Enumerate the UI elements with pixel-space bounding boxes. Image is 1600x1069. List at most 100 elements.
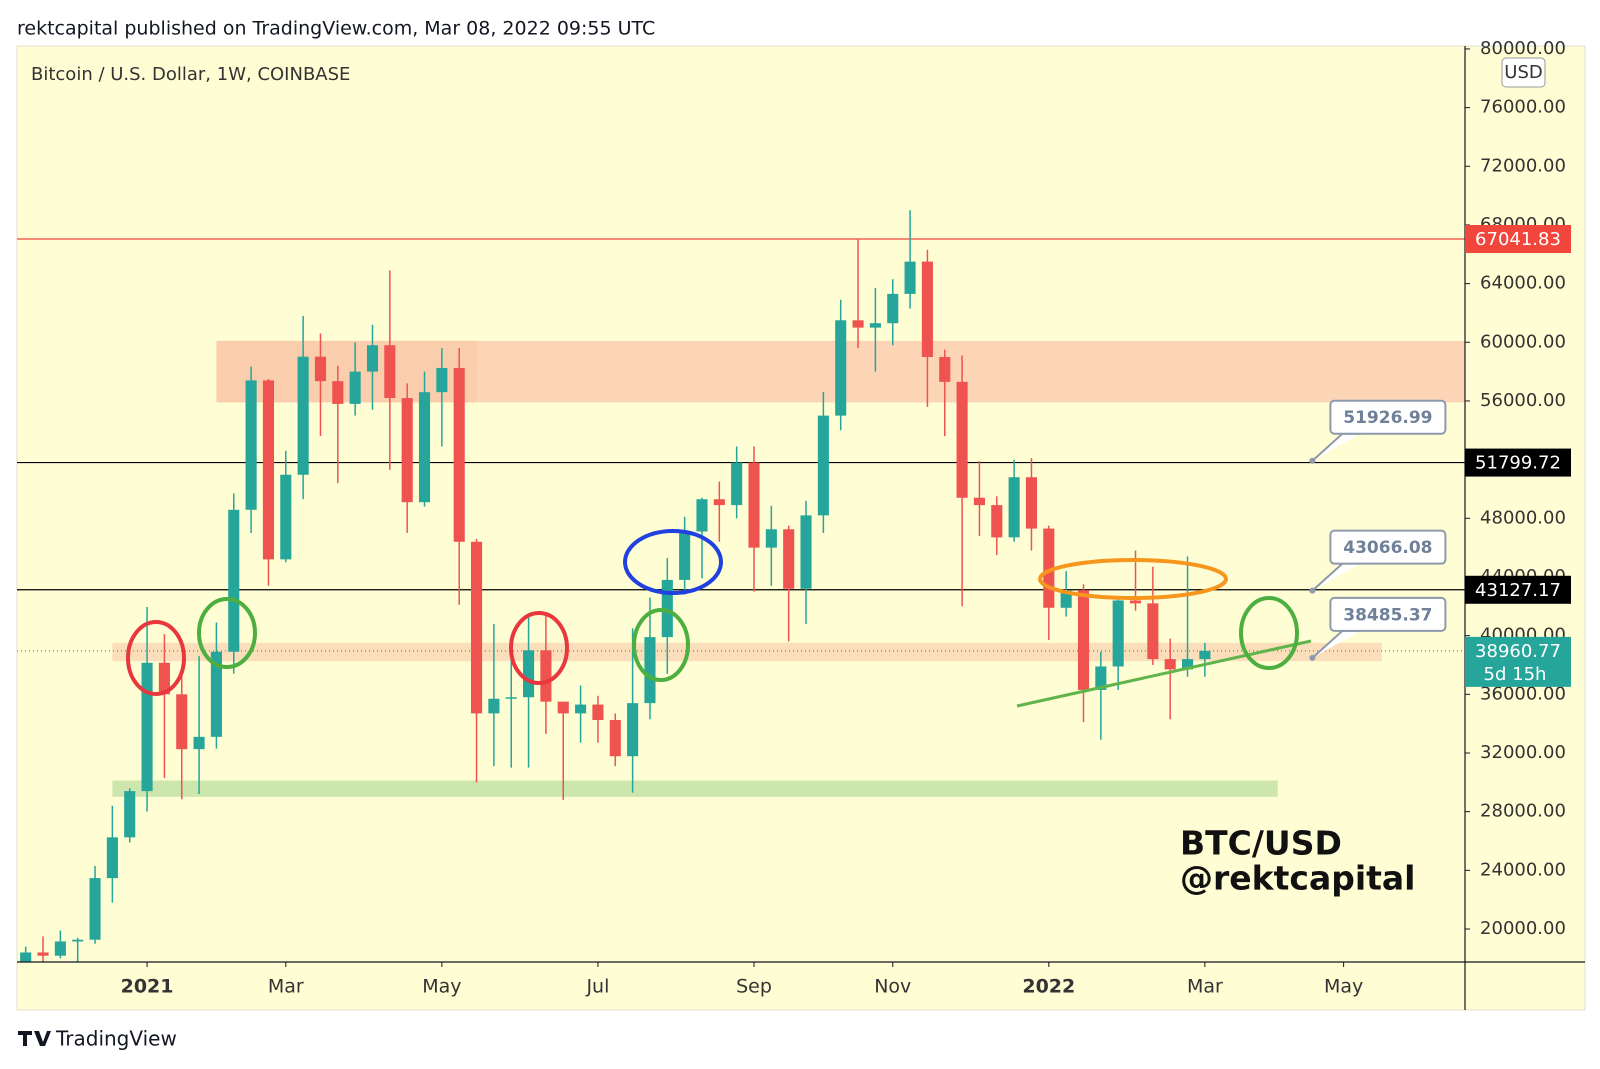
candle-body xyxy=(262,380,274,560)
x-tick-label: Mar xyxy=(1187,976,1223,998)
candle-body xyxy=(72,939,84,942)
callout-box xyxy=(1329,596,1447,632)
candle-body xyxy=(887,293,899,324)
candle-body xyxy=(1147,603,1159,660)
y-tick-label: 48000.00 xyxy=(1480,507,1566,528)
y-tick-label: 64000.00 xyxy=(1480,273,1566,294)
candle-body xyxy=(609,719,621,757)
current-price-label: 38960.77 xyxy=(1475,641,1561,662)
candle-body xyxy=(453,367,465,542)
candle-body xyxy=(696,499,708,532)
circle xyxy=(126,620,186,696)
circle xyxy=(623,529,723,595)
header: rektcapital published on TradingView.com… xyxy=(17,18,655,40)
candle-body xyxy=(314,356,327,382)
candle-body xyxy=(679,531,691,580)
y-tick-label: 36000.00 xyxy=(1480,683,1566,704)
candle-body xyxy=(627,703,639,757)
y-tick-label: 60000.00 xyxy=(1480,331,1566,352)
candle-body xyxy=(592,704,604,720)
zone xyxy=(476,340,1465,403)
y-tick-label: 72000.00 xyxy=(1480,155,1566,176)
circle xyxy=(1038,558,1228,600)
level-label-box xyxy=(1465,225,1571,254)
x-tick-label: 2021 xyxy=(121,976,174,998)
candle-body xyxy=(280,474,292,560)
zone xyxy=(216,340,477,403)
y-tick-label: 56000.00 xyxy=(1480,390,1566,411)
candle-body xyxy=(713,499,725,506)
level-label: 51799.72 xyxy=(1475,453,1561,474)
candle-body xyxy=(731,462,743,506)
currency-box xyxy=(1501,57,1546,88)
candle-body xyxy=(332,381,344,404)
candle-body xyxy=(1095,666,1107,690)
candle-body xyxy=(644,637,656,704)
y-tick-label: 32000.00 xyxy=(1480,742,1566,763)
candle-body xyxy=(991,505,1003,538)
candle-body xyxy=(835,320,847,416)
level-label-box xyxy=(1465,448,1571,477)
candle-body xyxy=(575,704,587,714)
x-tick-label: Mar xyxy=(268,976,304,998)
y-tick-label: 28000.00 xyxy=(1480,801,1566,822)
candle-body xyxy=(418,392,431,503)
candle-body xyxy=(176,694,188,750)
y-tick-label: 76000.00 xyxy=(1480,97,1566,118)
current-price-box xyxy=(1465,636,1571,687)
candle-body xyxy=(904,261,916,294)
x-tick-label: Nov xyxy=(874,976,911,998)
circle xyxy=(1239,596,1299,670)
chart-title: Bitcoin / U.S. Dollar, 1W, COINBASE xyxy=(31,64,350,85)
watermark: BTC/USD xyxy=(1180,824,1342,863)
logo: TradingView xyxy=(18,1027,177,1051)
zone xyxy=(112,780,1278,797)
candle-body xyxy=(1129,600,1142,604)
candle-body xyxy=(488,698,500,714)
candle-body xyxy=(470,541,483,714)
candle-body xyxy=(1008,477,1020,538)
candle-body xyxy=(540,650,552,702)
candle-body xyxy=(89,878,101,940)
candle-body xyxy=(1112,600,1124,667)
callout-box xyxy=(1329,529,1447,565)
level-label-box xyxy=(1465,575,1571,604)
circle xyxy=(197,597,257,669)
zone xyxy=(112,642,1382,662)
candle-body xyxy=(939,356,951,382)
candle-body xyxy=(436,367,448,393)
candle-body xyxy=(869,323,881,328)
callout-anchor xyxy=(1309,587,1316,594)
x-tick-label: Jul xyxy=(585,976,609,998)
candle-body xyxy=(661,579,673,638)
candle-body xyxy=(124,791,136,838)
annotations xyxy=(126,529,1312,708)
callout-label: 43066.08 xyxy=(1343,538,1432,558)
callout-anchor xyxy=(1309,457,1316,464)
candle-body xyxy=(1199,650,1211,660)
x-tick-label: May xyxy=(1324,976,1363,998)
candle-body xyxy=(297,356,309,475)
callout-anchor xyxy=(1309,654,1316,661)
countdown-label: 5d 15h xyxy=(1484,664,1547,685)
candle-body xyxy=(852,320,864,328)
trendline xyxy=(1016,639,1312,708)
footer: TradingView xyxy=(55,1027,177,1051)
x-tick-label: May xyxy=(422,976,461,998)
currency: USD xyxy=(1504,62,1542,83)
y-tick-label: 80000.00 xyxy=(1480,38,1566,59)
candle-body xyxy=(973,497,985,506)
candle-body xyxy=(20,952,32,962)
logo-mark xyxy=(18,1031,51,1046)
candle-body xyxy=(1060,590,1072,608)
candle-body xyxy=(37,952,49,956)
candle-body xyxy=(384,345,396,399)
circle xyxy=(509,611,569,685)
callout-box xyxy=(1329,399,1447,435)
candle-body xyxy=(1164,659,1176,670)
candle-body xyxy=(1025,477,1038,529)
candle-body xyxy=(800,515,812,589)
candle-body xyxy=(141,662,153,792)
candle-body xyxy=(1181,659,1194,670)
